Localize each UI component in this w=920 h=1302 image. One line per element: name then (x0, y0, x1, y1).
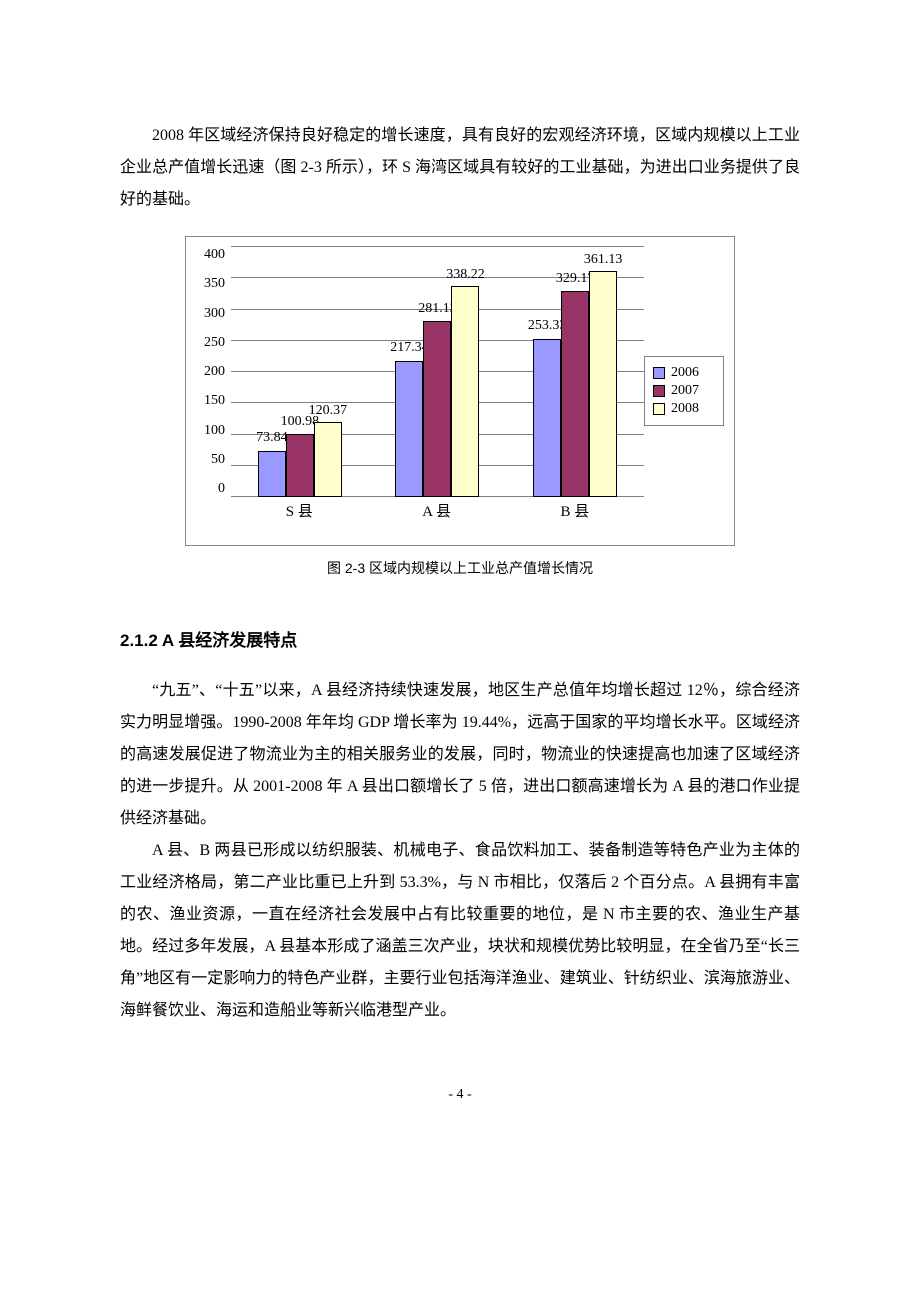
bars-region: 73.84100.98120.37217.34281.13338.22253.3… (231, 247, 644, 497)
x-axis-labels: S 县A 县B 县 (231, 500, 644, 521)
bar: 329.17 (561, 291, 589, 497)
legend-label: 2007 (671, 383, 699, 399)
y-tick-label: 350 (204, 276, 225, 292)
legend-swatch (653, 367, 665, 379)
y-tick-label: 400 (204, 247, 225, 263)
intro-paragraph: 2008 年区域经济保持良好稳定的增长速度，具有良好的宏观经济环境，区域内规模以… (120, 120, 800, 216)
page-number: - 4 - (120, 1087, 800, 1103)
legend-item: 2006 (653, 365, 715, 381)
x-tick-label: A 县 (422, 500, 451, 521)
bar-value-label: 73.84 (256, 430, 288, 446)
chart-legend: 2006 2007 2008 (644, 356, 724, 426)
legend-swatch (653, 403, 665, 415)
y-tick-label: 100 (204, 423, 225, 439)
y-tick-label: 250 (204, 335, 225, 351)
body-paragraph-1: “九五”、“十五”以来，A 县经济持续快速发展，地区生产总值年均增长超过 12％… (120, 675, 800, 835)
bar-value-label: 361.13 (584, 252, 623, 268)
bar-group: 73.84100.98120.37 (258, 422, 342, 497)
legend-swatch (653, 385, 665, 397)
legend-label: 2006 (671, 365, 699, 381)
bar: 281.13 (423, 321, 451, 497)
y-tick-label: 50 (211, 452, 225, 468)
bar: 361.13 (589, 271, 617, 497)
y-axis: 400 350 300 250 200 150 100 50 0 (191, 247, 231, 497)
x-tick-label: S 县 (286, 500, 313, 521)
bar-value-label: 338.22 (446, 267, 485, 283)
y-tick-label: 0 (218, 481, 225, 497)
bar-value-label: 120.37 (309, 403, 348, 419)
bar-chart: 400350300250200150100500 73.84100.98120.… (185, 236, 735, 546)
y-tick-label: 300 (204, 306, 225, 322)
section-heading: 2.1.2 A 县经济发展特点 (120, 626, 800, 651)
bar-group: 253.33329.17361.13 (533, 271, 617, 497)
bar: 253.33 (533, 339, 561, 497)
chart-caption: 图 2-3 区域内规模以上工业总产值增长情况 (185, 558, 735, 578)
bar: 338.22 (451, 286, 479, 497)
bar: 73.84 (258, 451, 286, 497)
bar-group: 217.34281.13338.22 (395, 286, 479, 497)
legend-item: 2007 (653, 383, 715, 399)
y-tick-label: 200 (204, 364, 225, 380)
body-paragraph-2: A 县、B 两县已形成以纺织服装、机械电子、食品饮料加工、装备制造等特色产业为主… (120, 835, 800, 1027)
x-tick-label: B 县 (560, 500, 589, 521)
y-tick-label: 150 (204, 393, 225, 409)
bar: 217.34 (395, 361, 423, 497)
chart-container: 400350300250200150100500 73.84100.98120.… (185, 236, 735, 578)
legend-item: 2008 (653, 401, 715, 417)
legend-label: 2008 (671, 401, 699, 417)
bar: 100.98 (286, 434, 314, 497)
bar: 120.37 (314, 422, 342, 497)
